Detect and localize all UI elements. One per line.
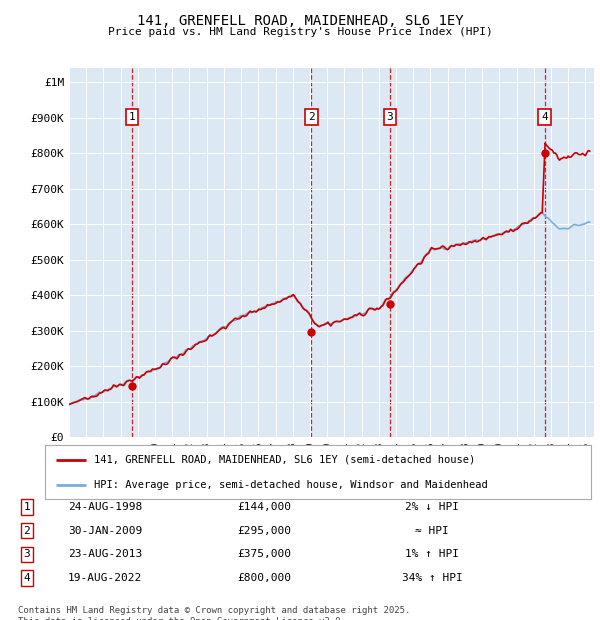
Text: 1: 1 [128,112,135,122]
Text: 141, GRENFELL ROAD, MAIDENHEAD, SL6 1EY (semi-detached house): 141, GRENFELL ROAD, MAIDENHEAD, SL6 1EY … [94,455,475,465]
Text: 34% ↑ HPI: 34% ↑ HPI [401,573,463,583]
Text: £800,000: £800,000 [237,573,291,583]
Text: £375,000: £375,000 [237,549,291,559]
Text: 4: 4 [23,573,31,583]
Text: 4: 4 [541,112,548,122]
Text: HPI: Average price, semi-detached house, Windsor and Maidenhead: HPI: Average price, semi-detached house,… [94,480,488,490]
Text: £295,000: £295,000 [237,526,291,536]
Text: 19-AUG-2022: 19-AUG-2022 [68,573,142,583]
Text: 3: 3 [386,112,394,122]
Text: 3: 3 [23,549,31,559]
Text: 30-JAN-2009: 30-JAN-2009 [68,526,142,536]
Text: 1% ↑ HPI: 1% ↑ HPI [405,549,459,559]
Text: 2% ↓ HPI: 2% ↓ HPI [405,502,459,512]
Text: ≈ HPI: ≈ HPI [415,526,449,536]
Text: Price paid vs. HM Land Registry's House Price Index (HPI): Price paid vs. HM Land Registry's House … [107,27,493,37]
Text: 24-AUG-1998: 24-AUG-1998 [68,502,142,512]
Text: 2: 2 [308,112,315,122]
Text: 23-AUG-2013: 23-AUG-2013 [68,549,142,559]
Text: 141, GRENFELL ROAD, MAIDENHEAD, SL6 1EY: 141, GRENFELL ROAD, MAIDENHEAD, SL6 1EY [137,14,463,29]
Text: Contains HM Land Registry data © Crown copyright and database right 2025.
This d: Contains HM Land Registry data © Crown c… [18,606,410,620]
Text: 2: 2 [23,526,31,536]
Text: 1: 1 [23,502,31,512]
Text: £144,000: £144,000 [237,502,291,512]
